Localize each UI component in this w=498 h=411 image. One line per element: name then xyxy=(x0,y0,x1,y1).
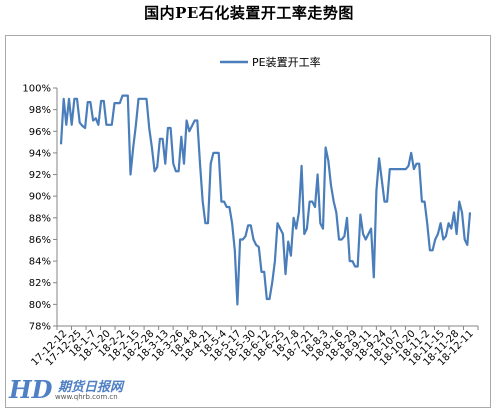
chart-frame xyxy=(5,35,491,408)
chart-title: 国内PE石化装置开工率走势图 xyxy=(144,4,354,22)
y-tick-label: 78% xyxy=(29,322,51,333)
watermark-logo: HD 期货日报网 www.qhrb.com.cn xyxy=(9,373,129,407)
series-line xyxy=(59,94,472,306)
x-axis: 17-12-1217-12-2518-1-718-1-2018-2-218-2-… xyxy=(30,325,479,368)
y-tick-label: 92% xyxy=(29,170,51,181)
logo-mark: HD xyxy=(9,375,53,404)
y-tick-label: 88% xyxy=(29,213,51,224)
legend: PE装置开工率 xyxy=(220,55,321,69)
y-tick-label: 86% xyxy=(29,235,51,246)
y-tick-label: 82% xyxy=(29,278,51,289)
y-tick-label: 96% xyxy=(29,127,51,138)
legend-label: PE装置开工率 xyxy=(252,55,321,69)
y-tick-label: 94% xyxy=(29,148,51,159)
series-layer xyxy=(59,94,472,306)
logo-url: www.qhrb.com.cn xyxy=(55,393,118,401)
y-tick-label: 100% xyxy=(22,84,51,95)
logo-name: 期货日报网 xyxy=(58,380,124,395)
y-tick-label: 80% xyxy=(29,300,51,311)
y-tick-label: 98% xyxy=(29,105,51,116)
y-tick-label: 90% xyxy=(29,192,51,203)
y-tick-label: 84% xyxy=(29,257,51,268)
y-axis: 78% 80% 82% 84% 86% 88% 90% 92% 94% 96% 98% 100% xyxy=(22,84,58,333)
